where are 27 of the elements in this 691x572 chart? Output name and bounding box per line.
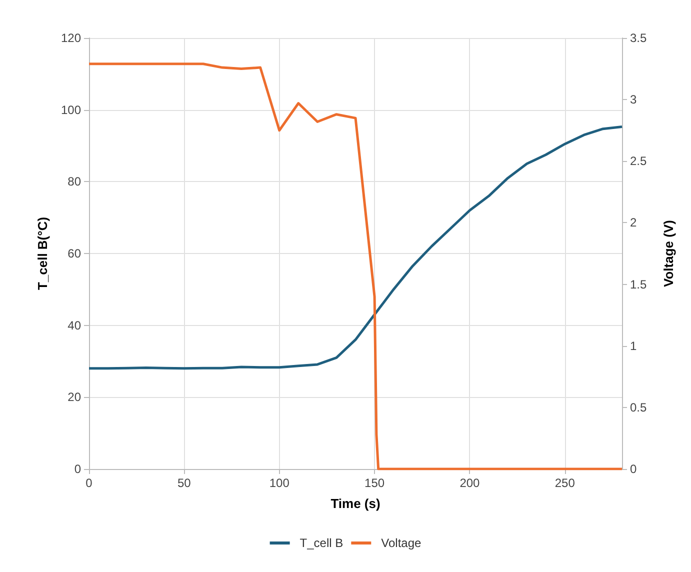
y2-tick-label: 2.5	[630, 154, 648, 168]
y2-tick-label: 3.5	[630, 31, 648, 45]
y-tick-label: 0	[74, 462, 82, 476]
x-axis-title: Time (s)	[330, 496, 380, 511]
y-tick-label: 120	[60, 31, 82, 45]
legend-label: Voltage	[381, 536, 422, 550]
line-series	[88, 125, 624, 370]
y-tick-label: 80	[68, 174, 82, 189]
y2-tick-label: 2	[630, 216, 637, 230]
y2-axis-title: Voltage (V)	[661, 220, 676, 287]
x-tick-label: 100	[269, 476, 290, 490]
y2-tick-label: 1.5	[630, 277, 648, 292]
y-tick-label: 100	[60, 102, 82, 117]
x-tick-label: 0	[86, 476, 93, 490]
y-tick-label: 20	[68, 390, 82, 404]
y2-tick-label: 1	[630, 338, 637, 353]
x-tick-label: 250	[554, 476, 576, 490]
y2-tick-label: 0	[630, 462, 637, 476]
y-axis-title: T_cell B(°C)	[35, 216, 50, 290]
y2-tick-label: 3	[630, 92, 637, 107]
x-tick-label: 150	[364, 476, 385, 490]
x-tick-label: 50	[178, 476, 192, 490]
y2-tick-label: 0.5	[630, 400, 648, 414]
legend-label: T_cell B	[300, 536, 344, 550]
x-tick-label: 200	[460, 476, 480, 490]
y-tick-label: 60	[68, 246, 82, 260]
y-tick-label: 40	[68, 318, 82, 332]
